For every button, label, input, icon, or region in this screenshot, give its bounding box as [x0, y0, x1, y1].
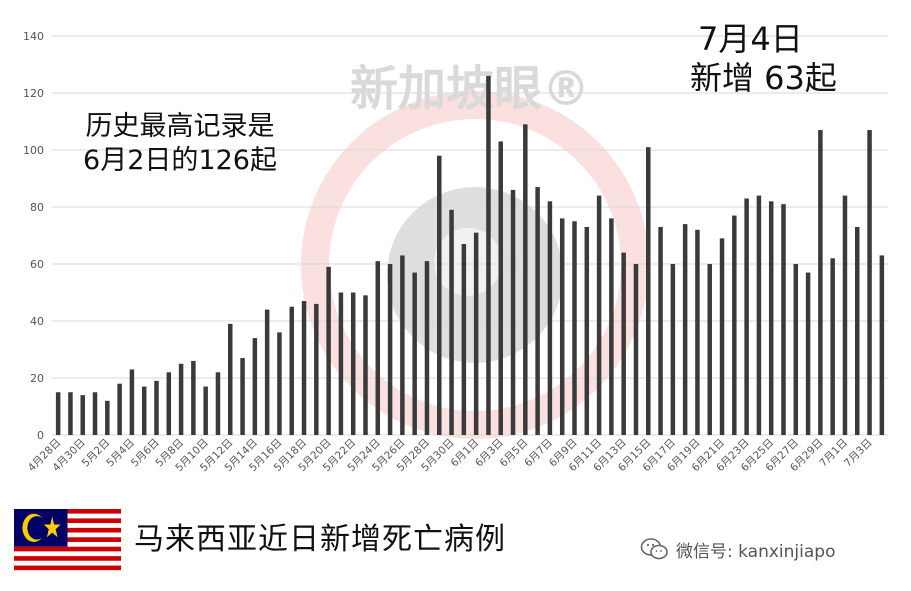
- bar: [178, 363, 184, 435]
- bar: [437, 155, 442, 435]
- watermark-text: 新加坡眼®: [350, 61, 590, 117]
- bar: [572, 221, 577, 435]
- bar: [719, 238, 725, 435]
- bar: [756, 195, 762, 435]
- latest-annotation: 7月4日 新增 63起: [690, 20, 870, 98]
- bar: [646, 147, 651, 435]
- bar: [867, 130, 872, 436]
- latest-annotation-count: 新增 63起: [690, 59, 837, 98]
- bar: [326, 266, 331, 435]
- record-annotation: 历史最高记录是 6月2日的126起: [55, 110, 305, 178]
- bar: [289, 306, 294, 435]
- bar: [584, 226, 590, 435]
- record-annotation-line1: 历史最高记录是: [85, 111, 275, 142]
- bar: [166, 372, 172, 435]
- bar: [252, 338, 258, 435]
- bar: [596, 195, 602, 435]
- bar: [609, 218, 614, 435]
- bar: [523, 124, 528, 435]
- bar: [818, 130, 823, 436]
- x-tick-label: 7月3日: [842, 437, 875, 470]
- bar: [350, 292, 356, 435]
- bar: [842, 195, 848, 435]
- bar: [105, 400, 110, 435]
- bar: [375, 261, 381, 435]
- bar: [781, 204, 786, 435]
- bar: [805, 272, 811, 435]
- bar: [559, 218, 565, 435]
- bar: [707, 264, 712, 435]
- bar: [768, 201, 774, 435]
- bar: [449, 209, 454, 435]
- bar: [215, 372, 221, 435]
- bar: [547, 201, 553, 435]
- bar: [510, 189, 516, 435]
- bar: [535, 187, 540, 435]
- y-tick-label: 80: [30, 201, 44, 214]
- bar: [855, 226, 860, 435]
- bar: [129, 369, 135, 435]
- bar: [473, 232, 479, 435]
- bar: [793, 264, 799, 435]
- bar: [879, 255, 885, 435]
- y-tick-label: 100: [23, 144, 44, 157]
- bar: [412, 272, 417, 435]
- bar: [240, 358, 245, 435]
- bar: [633, 264, 639, 435]
- bar: [670, 264, 676, 435]
- bar: [387, 264, 393, 435]
- bar: [658, 226, 663, 435]
- bar: [621, 252, 626, 435]
- bar: [277, 332, 282, 435]
- y-tick-label: 40: [30, 315, 44, 328]
- y-tick-label: 60: [30, 258, 44, 271]
- bar: [141, 386, 147, 435]
- bar: [68, 392, 73, 435]
- bar: [363, 295, 368, 435]
- y-tick-label: 140: [23, 30, 44, 43]
- bar: [830, 258, 835, 435]
- record-annotation-line2: 6月2日的126起: [83, 144, 277, 176]
- bar: [424, 261, 430, 435]
- bar: [228, 323, 233, 435]
- bars: [55, 75, 885, 436]
- chart-caption: 马来西亚近日新增死亡病例: [134, 522, 506, 557]
- wechat-icon: [640, 538, 668, 560]
- bar: [55, 392, 61, 435]
- malaysia-flag-icon: [14, 509, 121, 575]
- wechat-id-text: 微信号: kanxinjiapo: [676, 541, 836, 562]
- bar: [498, 141, 503, 435]
- bar: [80, 395, 85, 435]
- x-axis-tick-labels: 4月28日4月30日5月2日5月4日5月6日5月8日5月10日5月12日5月14…: [26, 437, 875, 475]
- bar: [92, 392, 98, 435]
- bar: [682, 224, 688, 435]
- bar: [732, 215, 737, 435]
- bar: [486, 75, 491, 436]
- bar: [301, 301, 307, 435]
- y-tick-label: 20: [30, 372, 44, 385]
- bar: [744, 198, 749, 435]
- bar: [203, 386, 208, 435]
- y-tick-label: 0: [37, 429, 44, 442]
- y-tick-label: 120: [23, 87, 44, 100]
- bar-chart: 新加坡眼® 0 20 40 60 80 100 120 140 4月28日4月30日5月2日5…: [23, 30, 888, 475]
- wechat-id: 微信号: kanxinjiapo: [640, 536, 835, 562]
- latest-annotation-date: 7月4日: [698, 20, 803, 58]
- bar: [117, 383, 122, 435]
- bar: [191, 360, 196, 435]
- bar: [154, 380, 159, 435]
- bar: [314, 303, 319, 435]
- bar: [695, 229, 700, 435]
- bar: [264, 309, 270, 435]
- bar: [400, 255, 405, 435]
- bar: [461, 244, 467, 435]
- bar: [338, 292, 344, 435]
- y-axis-tick-labels: 0 20 40 60 80 100 120 140: [23, 30, 44, 442]
